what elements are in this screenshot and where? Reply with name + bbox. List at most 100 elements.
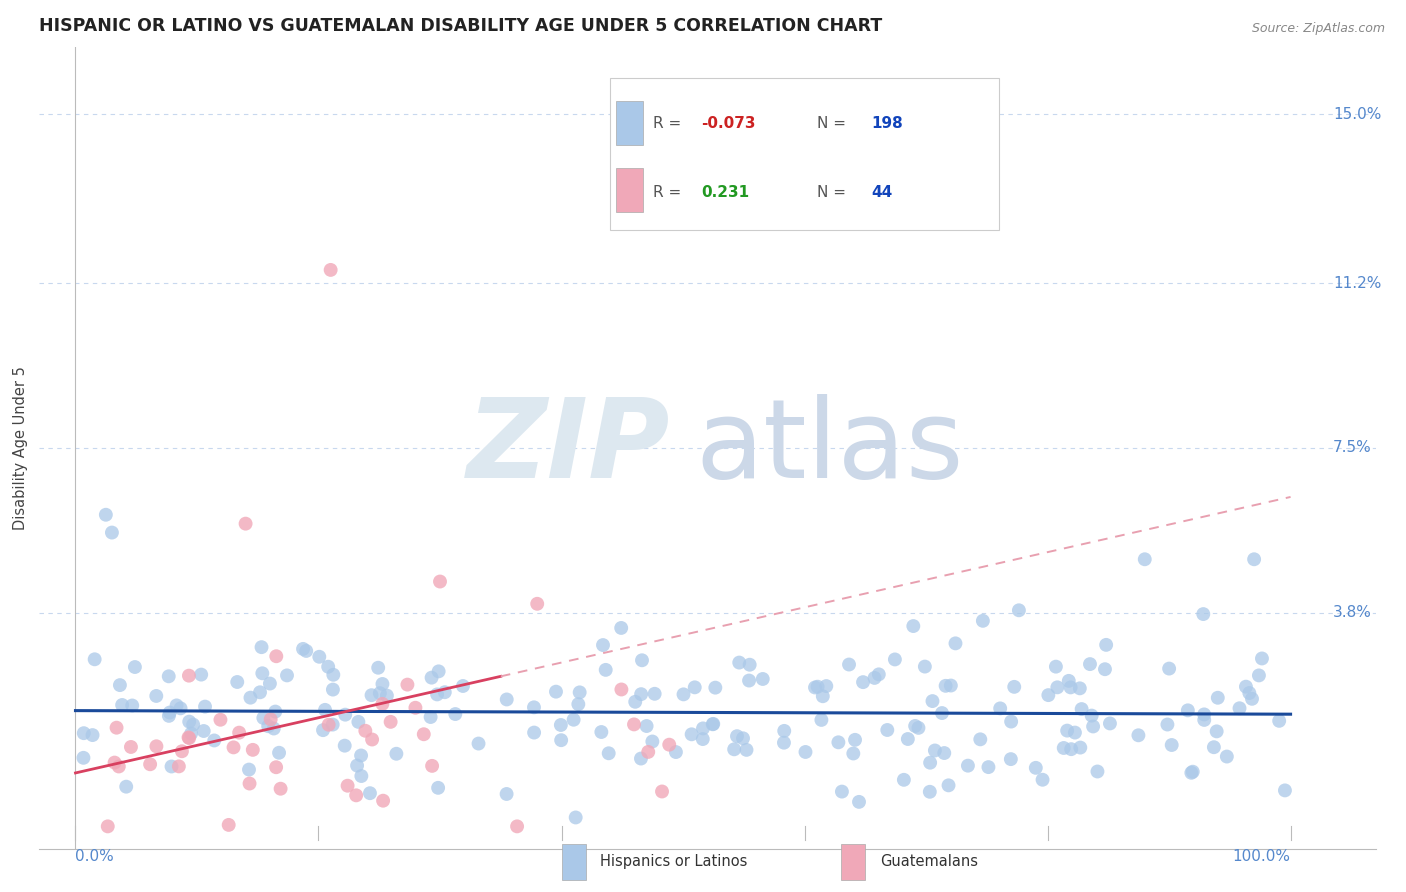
Point bbox=[121, 698, 143, 713]
Text: atlas: atlas bbox=[695, 394, 963, 501]
Text: 3.8%: 3.8% bbox=[1333, 605, 1372, 620]
Point bbox=[810, 713, 832, 727]
Point bbox=[506, 819, 529, 833]
Point bbox=[969, 732, 991, 747]
Point bbox=[350, 748, 373, 763]
Point bbox=[931, 706, 953, 720]
Point bbox=[630, 687, 652, 701]
Point bbox=[523, 700, 546, 714]
Point bbox=[550, 733, 572, 747]
Text: 7.5%: 7.5% bbox=[1333, 441, 1372, 456]
Text: N =: N = bbox=[817, 185, 845, 200]
Point bbox=[1128, 728, 1150, 742]
Point bbox=[1070, 702, 1092, 716]
Point bbox=[863, 671, 886, 685]
Point bbox=[903, 619, 925, 633]
Point bbox=[610, 682, 633, 697]
Point bbox=[738, 657, 761, 672]
Point bbox=[111, 698, 134, 712]
Point bbox=[238, 776, 260, 790]
Point bbox=[562, 713, 585, 727]
Point bbox=[228, 725, 250, 739]
Point bbox=[202, 733, 225, 747]
Point bbox=[276, 668, 298, 682]
Point bbox=[159, 706, 181, 720]
Point bbox=[252, 711, 274, 725]
Point bbox=[1234, 680, 1257, 694]
Point bbox=[83, 652, 105, 666]
Point bbox=[359, 786, 381, 800]
Point bbox=[360, 688, 382, 702]
Point bbox=[157, 669, 180, 683]
Point bbox=[1243, 552, 1265, 566]
Point bbox=[920, 756, 942, 770]
Point bbox=[94, 508, 117, 522]
Point bbox=[264, 760, 287, 774]
Point bbox=[550, 718, 572, 732]
Point bbox=[1000, 752, 1022, 766]
Point bbox=[725, 729, 748, 743]
Point bbox=[631, 653, 654, 667]
Point bbox=[429, 574, 451, 589]
Point bbox=[1156, 717, 1178, 731]
Point bbox=[728, 656, 751, 670]
Point bbox=[252, 666, 274, 681]
Point bbox=[1239, 686, 1261, 700]
Text: 44: 44 bbox=[872, 185, 893, 200]
Point bbox=[1045, 659, 1067, 673]
Point bbox=[319, 263, 342, 277]
Point bbox=[1064, 725, 1087, 739]
Text: R =: R = bbox=[652, 115, 681, 130]
Text: Source: ZipAtlas.com: Source: ZipAtlas.com bbox=[1251, 22, 1385, 36]
Point bbox=[595, 663, 617, 677]
Point bbox=[170, 744, 193, 758]
Point bbox=[848, 795, 870, 809]
Point bbox=[988, 701, 1011, 715]
Point bbox=[292, 641, 315, 656]
Point bbox=[1060, 742, 1083, 756]
Point bbox=[811, 690, 834, 704]
Point bbox=[1177, 703, 1199, 717]
Point bbox=[598, 746, 620, 760]
Point bbox=[420, 759, 443, 773]
Point bbox=[1069, 681, 1091, 696]
Point bbox=[1056, 723, 1078, 738]
Point bbox=[242, 743, 264, 757]
Point bbox=[72, 751, 94, 765]
Point bbox=[404, 700, 426, 714]
Point bbox=[921, 694, 943, 708]
Point bbox=[1032, 772, 1054, 787]
Point bbox=[108, 678, 131, 692]
Point bbox=[752, 672, 775, 686]
Point bbox=[945, 636, 967, 650]
FancyBboxPatch shape bbox=[610, 78, 998, 230]
Point bbox=[731, 731, 754, 746]
Point bbox=[1078, 657, 1101, 672]
Bar bbox=[841, 844, 865, 880]
Point bbox=[972, 614, 994, 628]
Point bbox=[568, 685, 591, 699]
Point bbox=[815, 679, 838, 693]
Point bbox=[193, 724, 215, 739]
Point bbox=[385, 747, 408, 761]
Text: 0.0%: 0.0% bbox=[76, 848, 114, 863]
Point bbox=[333, 739, 356, 753]
Point bbox=[1038, 688, 1060, 702]
Point bbox=[914, 659, 936, 673]
Point bbox=[1192, 707, 1215, 722]
Point bbox=[868, 667, 890, 681]
Point bbox=[1025, 761, 1047, 775]
Bar bbox=[561, 844, 586, 880]
Point bbox=[166, 698, 188, 713]
Point bbox=[419, 710, 441, 724]
Text: ZIP: ZIP bbox=[467, 394, 671, 501]
Point bbox=[235, 516, 257, 531]
Point bbox=[804, 681, 827, 695]
Point bbox=[938, 778, 960, 792]
Point bbox=[336, 779, 359, 793]
Point bbox=[260, 712, 283, 726]
Point bbox=[1053, 741, 1076, 756]
Point bbox=[375, 689, 398, 703]
Point bbox=[181, 717, 204, 731]
Point bbox=[692, 722, 714, 736]
